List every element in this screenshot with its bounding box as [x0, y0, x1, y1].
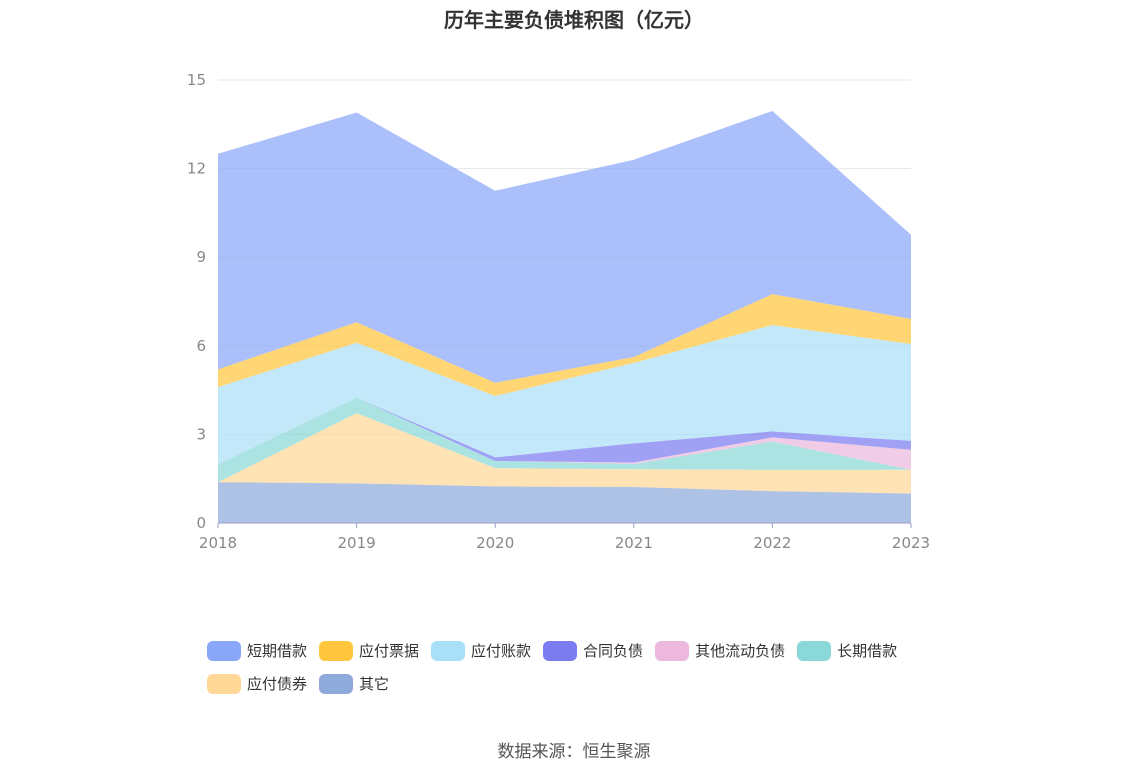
y-tick-label: 3 — [196, 425, 206, 443]
y-tick-label: 15 — [187, 71, 206, 89]
area-series-5 — [218, 325, 911, 465]
legend-swatch — [797, 640, 832, 661]
legend-label: 短期借款 — [247, 642, 308, 660]
legend-label: 长期借款 — [837, 642, 898, 660]
stacked-area-chart: 0 3 6 9 12 15 2018 2019 2020 2021 2022 2023 — [187, 71, 930, 552]
legend-label: 应付债券 — [247, 675, 308, 693]
axes: 0 3 6 9 12 15 2018 2019 2020 2021 2022 2023 — [187, 71, 930, 552]
y-tick-label: 12 — [187, 160, 206, 178]
x-tick-label: 2023 — [892, 534, 930, 552]
x-tick-label: 2020 — [476, 534, 514, 552]
legend-swatch — [543, 640, 578, 661]
legend-item[interactable]: 短期借款 — [207, 640, 307, 661]
legend-item[interactable]: 合同负债 — [543, 640, 643, 661]
legend-label: 其他流动负债 — [695, 642, 786, 660]
legend-label: 应付票据 — [359, 642, 420, 660]
legend-swatch — [655, 640, 690, 661]
legend-swatch — [431, 640, 466, 661]
legend-item[interactable]: 其他流动负债 — [655, 640, 785, 661]
legend-label: 应付账款 — [471, 642, 532, 660]
legend-item[interactable]: 应付账款 — [431, 640, 531, 661]
x-tick-label: 2018 — [199, 534, 237, 552]
y-tick-label: 0 — [196, 514, 206, 532]
legend-label: 合同负债 — [583, 642, 644, 660]
legend-item[interactable]: 应付票据 — [319, 640, 419, 661]
area-series — [218, 111, 911, 523]
legend-swatch — [319, 640, 354, 661]
legend-swatch — [207, 673, 241, 694]
y-tick-label: 9 — [196, 248, 206, 266]
x-tick-label: 2022 — [753, 534, 791, 552]
legend-swatch — [319, 673, 354, 694]
legend-swatch — [207, 640, 241, 661]
area-series-0 — [218, 482, 911, 523]
area-series-7 — [218, 111, 911, 383]
data-source: 数据来源：恒生聚源 — [497, 742, 651, 762]
legend: 短期借款 应付票据 应付账款 合同负债 其他流动负债 长期借款应付债券 其它 — [207, 640, 967, 706]
area-series-6 — [218, 294, 911, 396]
area-series-1 — [218, 413, 911, 494]
y-tick-label: 6 — [196, 337, 206, 355]
x-tick-label: 2019 — [338, 534, 376, 552]
legend-item[interactable]: 应付债券 — [207, 673, 307, 694]
area-series-2 — [218, 397, 911, 483]
chart-title: 历年主要负债堆积图（亿元） — [444, 8, 704, 32]
legend-label: 其它 — [359, 675, 390, 693]
legend-item[interactable]: 长期借款 — [797, 640, 897, 661]
area-series-4 — [218, 397, 911, 465]
x-tick-label: 2021 — [615, 534, 653, 552]
legend-item[interactable]: 其它 — [319, 673, 389, 694]
